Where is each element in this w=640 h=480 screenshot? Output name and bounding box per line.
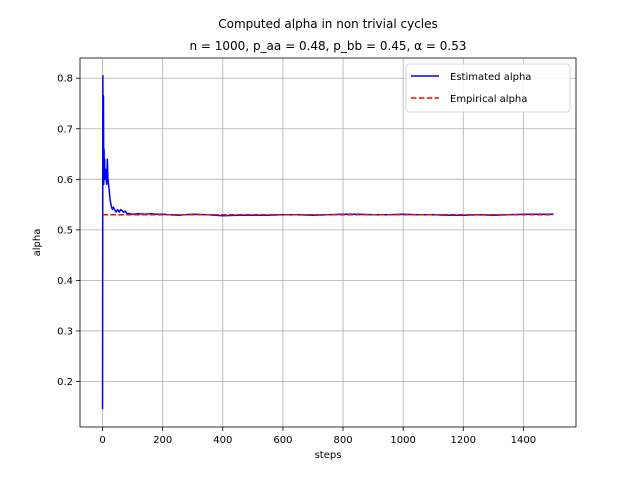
axes-frame: [79, 57, 577, 428]
legend: Estimated alpha Empirical alpha: [405, 63, 571, 113]
legend-label: Estimated alpha: [450, 72, 531, 83]
ticks: 0 200 400 600 800 1000 1200 1400 0.2 0.3 0.4 0.5 0.6…: [57, 74, 536, 446]
legend-box: [405, 63, 571, 113]
chart-subtitle: n = 1000, p_aa = 0.48, p_bb = 0.45, α = …: [189, 39, 466, 53]
y-tick-label: 0.8: [57, 74, 73, 85]
x-tick-label: 600: [273, 435, 292, 446]
x-tick-label: 1400: [511, 435, 536, 446]
y-tick-label: 0.5: [57, 225, 73, 236]
chart-title: Computed alpha in non trivial cycles: [218, 17, 438, 31]
y-tick-label: 0.6: [57, 175, 73, 186]
plot-series: [101, 74, 554, 410]
y-tick-label: 0.2: [57, 377, 73, 388]
x-axis-label: steps: [315, 450, 342, 461]
y-tick-label: 0.7: [57, 124, 73, 135]
x-tick-label: 1000: [390, 435, 415, 446]
y-axis-label: alpha: [32, 229, 43, 257]
y-tick-label: 0.3: [57, 326, 73, 337]
y-tick-label: 0.4: [57, 276, 73, 287]
x-tick-label: 1200: [451, 435, 476, 446]
legend-label: Empirical alpha: [450, 94, 527, 105]
x-tick-label: 200: [153, 435, 172, 446]
x-tick-label: 800: [333, 435, 352, 446]
grid: [80, 58, 576, 427]
x-tick-label: 0: [99, 435, 105, 446]
x-tick-label: 400: [213, 435, 232, 446]
